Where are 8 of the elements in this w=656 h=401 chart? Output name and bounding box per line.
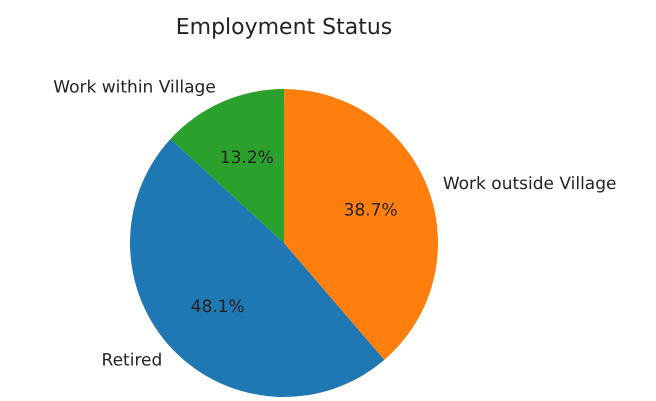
- data-label: 38.7%: [344, 200, 398, 221]
- chart-title: Employment Status: [176, 15, 392, 40]
- slice-label: Work outside Village: [442, 174, 616, 194]
- data-label: 13.2%: [220, 148, 274, 168]
- pie-slice: [284, 89, 438, 360]
- slice-label: Retired: [102, 350, 162, 370]
- data-label: 48.1%: [190, 296, 245, 317]
- slice-label: Work within Village: [53, 78, 216, 98]
